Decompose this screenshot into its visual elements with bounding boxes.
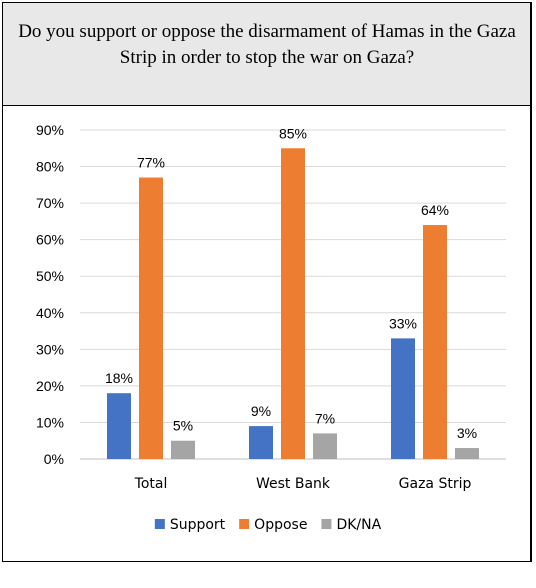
legend-label: Oppose bbox=[254, 517, 307, 533]
data-label: 77% bbox=[137, 155, 165, 171]
bar-dk-na bbox=[455, 448, 479, 459]
data-label: 64% bbox=[421, 202, 449, 218]
bar-support bbox=[391, 338, 415, 459]
bar-support bbox=[249, 426, 273, 459]
y-tick-label: 10% bbox=[36, 414, 64, 430]
y-tick-label: 60% bbox=[36, 232, 64, 248]
bar-oppose bbox=[281, 148, 305, 459]
bar-oppose bbox=[139, 177, 163, 459]
legend-swatch-support bbox=[154, 519, 165, 529]
data-label: 3% bbox=[457, 425, 477, 441]
bar-oppose bbox=[423, 225, 447, 459]
y-tick-label: 90% bbox=[36, 122, 64, 138]
y-tick-label: 20% bbox=[36, 378, 64, 394]
data-label: 5% bbox=[173, 418, 193, 434]
bar-dk-na bbox=[171, 440, 195, 459]
bar-support bbox=[107, 393, 131, 459]
category-label: West Bank bbox=[256, 476, 331, 492]
bar-dk-na bbox=[313, 433, 337, 459]
y-tick-label: 80% bbox=[36, 159, 64, 175]
question-header: Do you support or oppose the disarmament… bbox=[3, 3, 531, 106]
category-label: Total bbox=[134, 476, 168, 492]
data-label: 18% bbox=[105, 370, 133, 386]
legend-swatch-dk-na bbox=[321, 519, 332, 529]
y-tick-label: 40% bbox=[36, 305, 64, 321]
y-tick-label: 30% bbox=[36, 341, 64, 357]
legend-label: Support bbox=[170, 517, 226, 533]
y-tick-label: 70% bbox=[36, 195, 64, 211]
legend-swatch-oppose bbox=[239, 519, 250, 529]
data-label: 9% bbox=[251, 403, 271, 419]
data-label: 7% bbox=[315, 410, 335, 426]
question-text: Do you support or oppose the disarmament… bbox=[18, 21, 516, 68]
y-tick-label: 50% bbox=[36, 268, 64, 284]
data-label: 85% bbox=[279, 125, 307, 141]
table-divider bbox=[530, 3, 531, 561]
y-tick-label: 0% bbox=[44, 451, 64, 467]
legend-label: DK/NA bbox=[336, 517, 381, 533]
category-label: Gaza Strip bbox=[399, 476, 472, 492]
data-label: 33% bbox=[389, 315, 417, 331]
